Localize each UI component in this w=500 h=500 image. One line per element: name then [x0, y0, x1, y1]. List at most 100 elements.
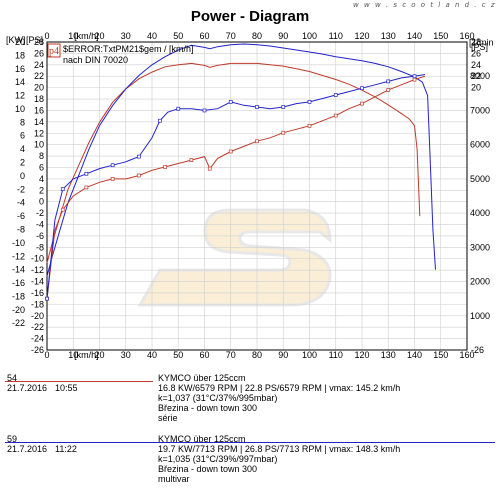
- run-date: 21.7.2016: [7, 383, 48, 393]
- rpm-series-point: [228, 100, 233, 104]
- x-tick-label-top: 130: [381, 31, 396, 41]
- x-tick-label-top: 70: [226, 31, 236, 41]
- rpm-series-point: [207, 166, 212, 171]
- ps-right-tick-label: 20: [471, 83, 481, 93]
- x-tick-label-bottom: 150: [433, 350, 448, 360]
- run-conditions: k=1,037 (31°C/37%/995mbar): [158, 393, 278, 403]
- ps-tick-label: 26: [34, 48, 44, 58]
- x-tick-label-top: 160: [459, 31, 474, 41]
- x-tick-label-top: 150: [433, 31, 448, 41]
- kw-tick-label: 6: [20, 131, 25, 141]
- x-tick-label-bottom: 110: [329, 350, 343, 360]
- kw-tick-label: -12: [12, 251, 25, 261]
- ps-tick-label: -24: [31, 334, 44, 344]
- ps-tick-label: -20: [31, 311, 44, 321]
- ps-tick-label: 22: [34, 71, 44, 81]
- kw-tick-label: -20: [12, 305, 25, 315]
- run-date: 21.7.2016: [7, 444, 48, 454]
- kw-tick-label: 4: [20, 144, 25, 154]
- rpm-series-point: [60, 187, 65, 192]
- kw-tick-label: -6: [17, 211, 25, 221]
- rpm-series-point: [84, 185, 89, 190]
- x-tick-label-top: 10: [68, 31, 78, 41]
- x-tick-label-top: 140: [407, 31, 422, 41]
- run-model: KYMCO über 125ccm: [158, 373, 246, 383]
- ps-tick-label: 4: [39, 174, 44, 184]
- x-tick-label-bottom: 0: [44, 350, 49, 360]
- rpm-series-point: [110, 163, 115, 168]
- kw-tick-label: -14: [12, 265, 25, 275]
- kw-tick-label: -8: [17, 224, 25, 234]
- rpm-series-point: [307, 123, 312, 128]
- run-values: 19.7 KW/7713 RPM | 26.8 PS/7713 RPM | vm…: [158, 444, 401, 454]
- run-id: 54: [7, 373, 18, 383]
- rpm-series-point: [60, 207, 65, 212]
- rpm-series-point: [412, 77, 417, 82]
- rpm-series-line: [46, 75, 426, 299]
- x-tick-label-bottom: 130: [381, 350, 396, 360]
- ps-tick-label: -22: [31, 322, 44, 332]
- kw-tick-label: 16: [15, 64, 25, 74]
- run-conditions: k=1,035 (31°C/39%/997mbar): [158, 454, 278, 464]
- kw-tick-label: 10: [15, 104, 25, 114]
- rpm-series-point: [412, 74, 417, 79]
- ps-tick-label: -18: [31, 299, 44, 309]
- ps-tick-label: -4: [36, 220, 44, 230]
- rpm-series-point: [110, 177, 115, 181]
- rpm-series-point: [360, 86, 364, 91]
- power-series-line: [46, 43, 436, 277]
- x-tick-label-bottom: 70: [226, 350, 236, 360]
- rpm-series-point: [137, 173, 141, 178]
- run-color-line: [5, 381, 153, 382]
- rpm-tick-label: 1000: [470, 311, 490, 321]
- kw-tick-label: -16: [12, 278, 25, 288]
- ps-tick-label: 20: [34, 83, 44, 93]
- run-time: 10:55: [55, 383, 78, 393]
- run-place: Březina - down town 300: [158, 403, 258, 413]
- ps-tick-label: -26: [31, 345, 44, 355]
- rpm-tick-label: 5000: [470, 174, 490, 184]
- x-tick-label-top: 80: [252, 31, 262, 41]
- rpm-series-point: [255, 139, 259, 144]
- ps-tick-label: -10: [31, 254, 44, 264]
- legend-line-2: nach DIN 70020: [63, 55, 128, 65]
- power-series-line: [46, 62, 421, 264]
- run-id: 59: [7, 434, 18, 444]
- rpm-series-point: [84, 171, 89, 176]
- p4-marker-icon: p4: [49, 46, 59, 57]
- rpm-series-point: [281, 130, 286, 135]
- x-tick-label-top: 110: [329, 31, 343, 41]
- kw-tick-label: -22: [12, 318, 25, 328]
- run-place: Březina - down town 300: [158, 464, 258, 474]
- ps-tick-label: 12: [34, 128, 44, 138]
- ps-tick-label: 24: [34, 60, 44, 70]
- rpm-series-point: [228, 149, 233, 154]
- ps-right-tick-label: 26: [471, 48, 481, 58]
- ps-right-tick-label: 24: [471, 60, 481, 70]
- rpm-series-point: [45, 296, 49, 301]
- power-diagram-chart: 0010102020303040405050606070708080909010…: [6, 31, 494, 360]
- x-tick-label-top: 90: [278, 31, 288, 41]
- ps-tick-label: 28: [34, 37, 44, 47]
- rpm-series-point: [137, 154, 141, 159]
- kw-tick-label: -18: [12, 291, 25, 301]
- plot-frame: [46, 41, 468, 351]
- ps-tick-label: 8: [39, 151, 44, 161]
- x-tick-label-top: 120: [354, 31, 369, 41]
- kw-tick-label: 8: [20, 117, 25, 127]
- ps-tick-label: 6: [39, 162, 44, 172]
- ps-tick-label: 10: [34, 140, 44, 150]
- kw-tick-label: -2: [17, 184, 25, 194]
- kw-tick-label: 14: [15, 77, 25, 87]
- x-tick-label-bottom: 50: [173, 350, 183, 360]
- x-unit-label-top: [km/h]: [74, 31, 99, 41]
- ps-right-tick-label: 28: [471, 37, 481, 47]
- rpm-series-point: [360, 101, 364, 106]
- ps-tick-label: 14: [34, 117, 44, 127]
- x-tick-label-bottom: 160: [459, 350, 474, 360]
- rpm-series-point: [281, 105, 286, 109]
- x-tick-label-bottom: 100: [302, 350, 317, 360]
- kw-axis-label: [KW]: [6, 35, 26, 45]
- plot-grid: [46, 41, 468, 351]
- rpm-axis-label: [1/min: [469, 37, 494, 47]
